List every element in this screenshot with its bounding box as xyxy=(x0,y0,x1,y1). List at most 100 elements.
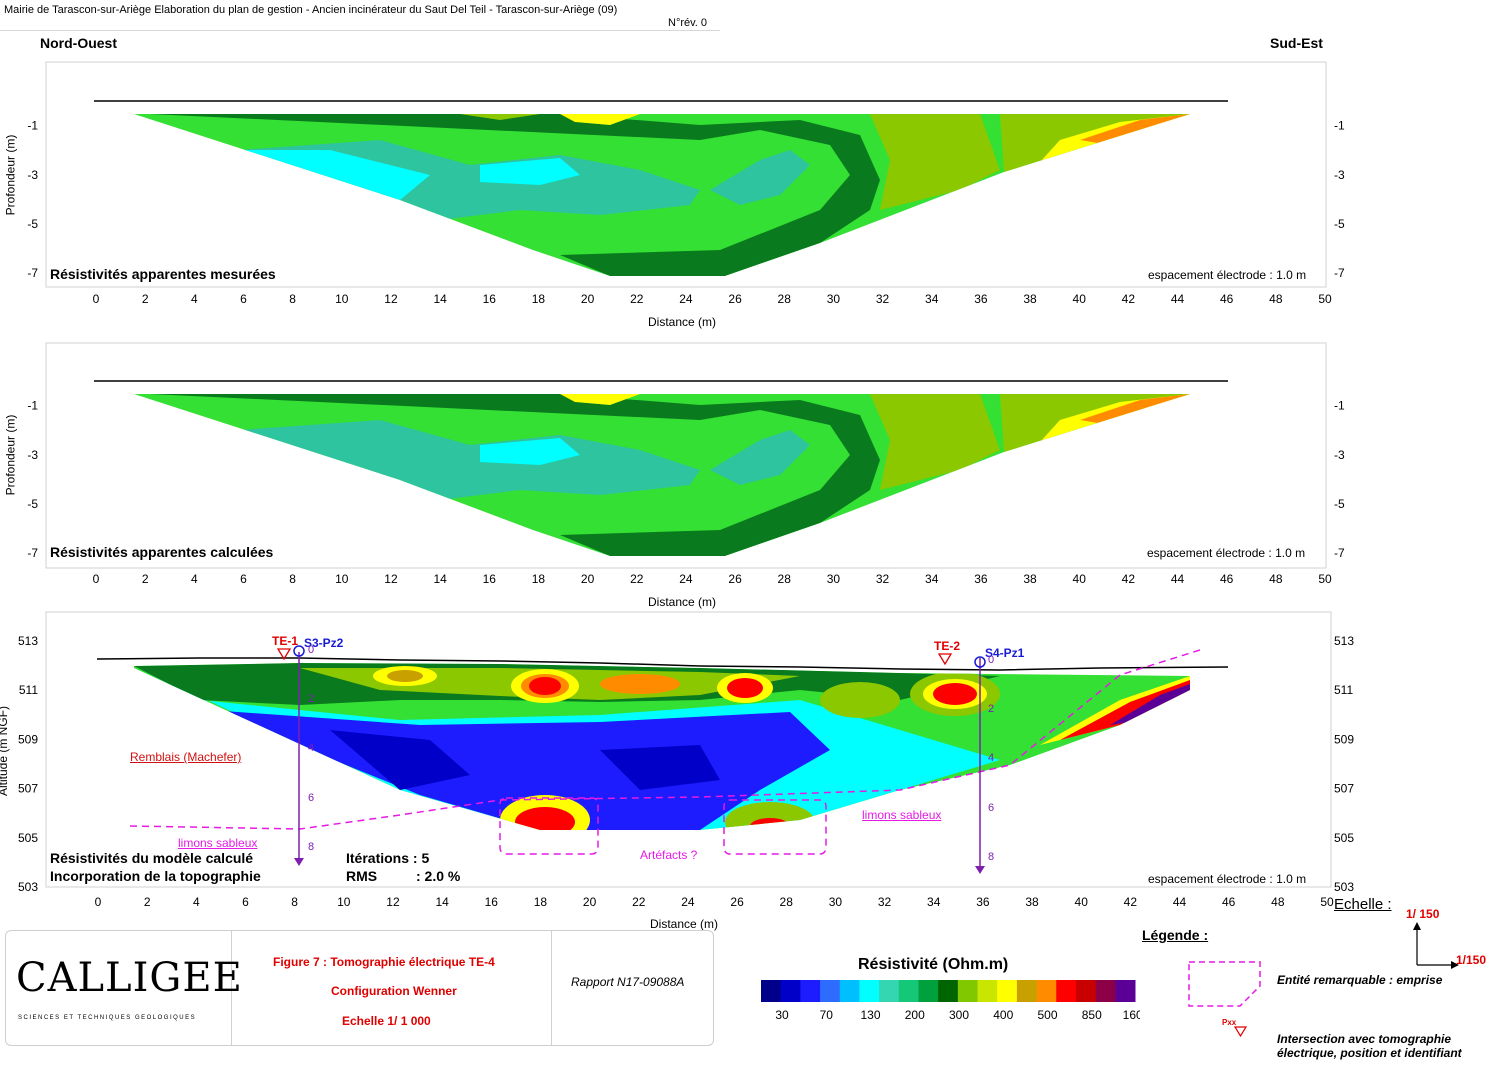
y-tick-label-right: 513 xyxy=(1334,634,1354,648)
panel-3-title: Résistivités du modèle calculé xyxy=(50,850,254,866)
x-tick-label: 32 xyxy=(876,292,890,306)
x-tick-label: 36 xyxy=(976,895,990,909)
direction-right: Sud-Est xyxy=(1270,35,1323,51)
colorbar-swatch xyxy=(1016,980,1038,1002)
x-tick-label: 12 xyxy=(384,292,398,306)
te2-marker xyxy=(937,653,953,666)
colorbar-swatch xyxy=(879,980,900,1002)
scale-arrows xyxy=(1413,922,1459,969)
y-tick-label: -3 xyxy=(27,448,38,462)
x-tick-label: 42 xyxy=(1122,292,1136,306)
x-tick-label: 48 xyxy=(1269,292,1283,306)
x-tick-label: 16 xyxy=(483,292,497,306)
colorbar-swatch xyxy=(1056,980,1077,1002)
borehole-depth-label: 6 xyxy=(988,801,995,814)
colorbar: 30 70 130 200 300 400 500 850 1600 xyxy=(761,980,1140,1022)
borehole-s3 xyxy=(293,645,305,866)
y-tick-label-right: -5 xyxy=(1334,497,1345,511)
s4-label: S4-Pz1 xyxy=(985,646,1025,660)
y-tick-label-right: -3 xyxy=(1334,448,1345,462)
colorbar-label: 850 xyxy=(1082,1008,1102,1022)
borehole-depth-label: 4 xyxy=(988,752,995,765)
x-tick-label: 34 xyxy=(925,572,939,586)
y-tick-label-right: -5 xyxy=(1334,217,1345,231)
x-tick-label: 30 xyxy=(827,292,841,306)
colorbar-swatch xyxy=(859,980,880,1002)
borehole-depth-label: 8 xyxy=(988,850,995,863)
borehole-depth-label: 4 xyxy=(308,742,315,755)
panel-3-frame xyxy=(45,611,1332,888)
panel-3-title2: Incorporation de la topographie xyxy=(50,868,261,884)
calligee-logo: CALLIGEE xyxy=(16,955,243,1001)
x-tick-label: 32 xyxy=(876,572,890,586)
panel-3-xlabel: Distance (m) xyxy=(650,917,719,931)
x-tick-label: 6 xyxy=(242,895,249,909)
artefact-box-1 xyxy=(499,797,599,855)
panel-2-xlabel: Distance (m) xyxy=(648,595,717,609)
x-tick-label: 46 xyxy=(1222,895,1236,909)
y-tick-label-right: -3 xyxy=(1334,168,1345,182)
x-tick-label: 0 xyxy=(93,292,100,306)
x-tick-label: 22 xyxy=(630,292,644,306)
x-tick-label: 20 xyxy=(581,572,595,586)
colorbar-swatch xyxy=(997,980,1018,1002)
colorbar-label: 500 xyxy=(1037,1008,1057,1022)
artefacts-label: Artéfacts ? xyxy=(640,848,698,862)
x-tick-label: 40 xyxy=(1075,895,1089,909)
echelle-label: Echelle 1/ 1 000 xyxy=(342,1014,431,1028)
x-tick-label: 26 xyxy=(728,292,742,306)
legend-item-intersection: Intersection avec tomographie électrique… xyxy=(1277,1032,1462,1060)
artefact-box-2 xyxy=(723,799,827,855)
x-tick-label: 42 xyxy=(1122,572,1136,586)
x-tick-label: 36 xyxy=(974,292,988,306)
x-tick-label: 24 xyxy=(679,572,693,586)
y-tick-label: -5 xyxy=(27,497,38,511)
x-tick-label: 48 xyxy=(1269,572,1283,586)
rapport-label: Rapport N17-09088A xyxy=(571,975,685,989)
panel-1-title: Résistivités apparentes mesurées xyxy=(50,266,276,282)
x-tick-label: 32 xyxy=(878,895,892,909)
x-tick-label: 14 xyxy=(433,572,447,586)
y-tick-label-right: -1 xyxy=(1334,119,1345,133)
x-tick-label: 2 xyxy=(142,572,149,586)
limons-label-2: limons sableux xyxy=(862,808,942,822)
figure-caption: Figure 7 : Tomographie électrique TE-4 xyxy=(273,955,495,969)
borehole-s4 xyxy=(974,656,986,874)
x-tick-label: 38 xyxy=(1023,572,1037,586)
tb-divider-1 xyxy=(231,931,232,1045)
panel-3-spacing: espacement électrode : 1.0 m xyxy=(1148,872,1307,886)
colorbar-swatch xyxy=(977,980,998,1002)
x-tick-label: 4 xyxy=(191,292,198,306)
borehole-depth-label: 0 xyxy=(988,654,995,666)
x-tick-label: 24 xyxy=(681,895,695,909)
x-tick-label: 38 xyxy=(1023,292,1037,306)
x-tick-label: 6 xyxy=(240,572,247,586)
panel-2-ylabel: Profondeur (m) xyxy=(3,414,18,496)
colorbar-swatch xyxy=(839,980,860,1002)
x-tick-label: 44 xyxy=(1171,572,1185,586)
y-tick-label: 509 xyxy=(18,732,38,746)
scale-vertical: 1/ 150 xyxy=(1406,907,1440,921)
x-tick-label: 50 xyxy=(1320,895,1334,909)
pseudosection-calculated xyxy=(94,380,1228,556)
model-section xyxy=(96,657,1229,830)
colorbar-swatch xyxy=(918,980,939,1002)
colorbar-title: Résistivité (Ohm.m) xyxy=(858,956,1009,973)
borehole-depth-label: 0 xyxy=(308,644,315,656)
x-tick-label: 34 xyxy=(927,895,941,909)
colorbar-label: 400 xyxy=(993,1008,1013,1022)
tomography-figure: 0 2 4 6 8 10 12 14 16 18 20 22 24 26 28 30 32 34 36 38 40 42 4… xyxy=(18,61,1354,909)
x-tick-label: 0 xyxy=(95,895,102,909)
x-tick-label: 2 xyxy=(142,292,149,306)
y-tick-label: -1 xyxy=(27,399,38,413)
panel-2-title: Résistivités apparentes calculées xyxy=(50,544,274,560)
x-tick-label: 10 xyxy=(335,572,349,586)
colorbar-label: 70 xyxy=(820,1008,834,1022)
x-tick-label: 8 xyxy=(291,895,298,909)
x-tick-label: 50 xyxy=(1318,292,1332,306)
colorbar-swatch xyxy=(1075,980,1097,1002)
y-tick-label-right: 505 xyxy=(1334,831,1354,845)
panel-1-ylabel: Profondeur (m) xyxy=(3,134,18,216)
colorbar-swatch xyxy=(938,980,959,1002)
borehole-depth-label: 6 xyxy=(308,791,315,804)
